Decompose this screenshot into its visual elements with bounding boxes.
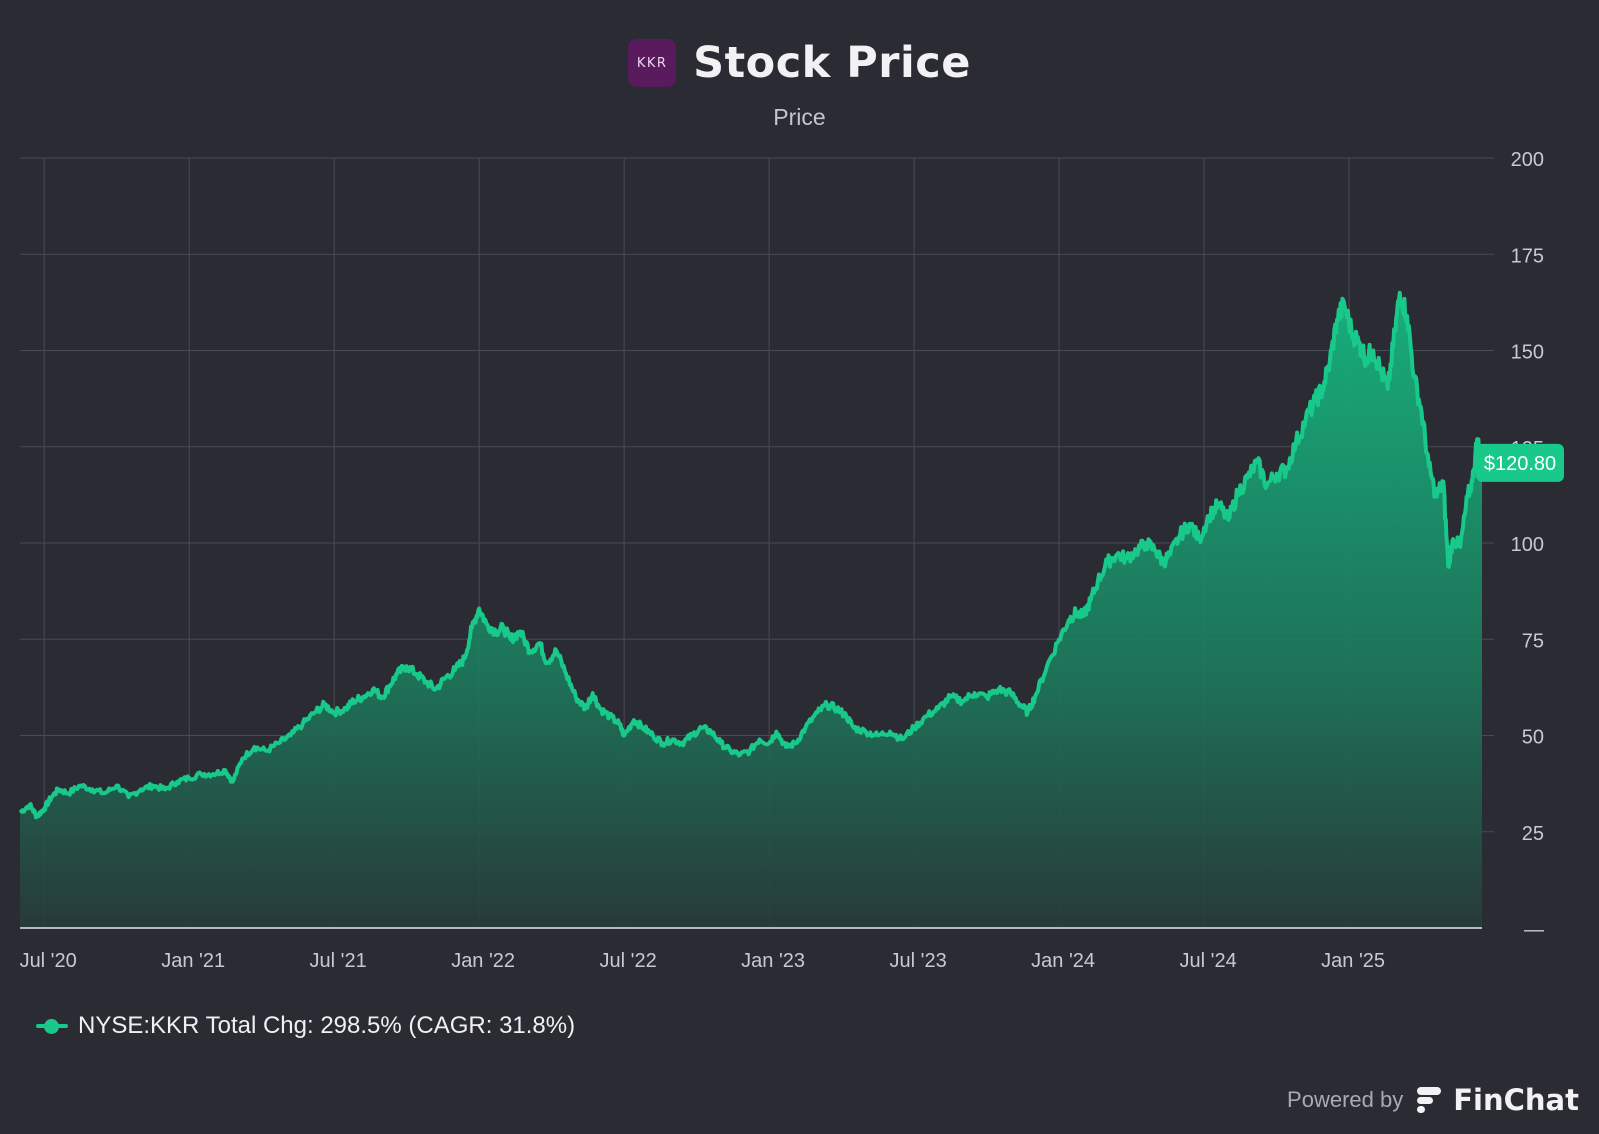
x-tick-label: Jan '24 bbox=[1031, 950, 1095, 972]
y-tick-label: 200 bbox=[1511, 149, 1544, 171]
footer-branding[interactable]: Powered by FinChat bbox=[1287, 1083, 1579, 1117]
y-tick-label: 175 bbox=[1511, 245, 1544, 267]
price-line bbox=[18, 290, 1484, 820]
x-tick-label: Jan '21 bbox=[161, 950, 225, 972]
x-tick-label: Jul '24 bbox=[1180, 950, 1237, 972]
chart-title: Stock Price bbox=[693, 38, 971, 88]
last-value-badge-group: $120.80 bbox=[1476, 443, 1564, 482]
company-logo-text: KKR bbox=[636, 55, 668, 71]
legend-swatch-icon bbox=[36, 1019, 68, 1034]
y-tick-label: 50 bbox=[1522, 727, 1544, 749]
powered-by-text: Powered by bbox=[1287, 1087, 1404, 1112]
company-logo: KKR bbox=[628, 39, 677, 87]
price-area-fill bbox=[20, 292, 1482, 928]
area-layer bbox=[18, 290, 1484, 928]
y-tick-label: 25 bbox=[1522, 823, 1544, 845]
x-tick-label: Jul '22 bbox=[600, 950, 657, 972]
chart-subtitle: Price bbox=[773, 104, 826, 130]
title-row: KKR Stock Price bbox=[0, 38, 1599, 88]
y-tick-label: 100 bbox=[1511, 534, 1544, 556]
finchat-logo-icon bbox=[1417, 1087, 1442, 1113]
x-tick-label: Jul '21 bbox=[310, 950, 367, 972]
x-tick-label: Jan '25 bbox=[1321, 950, 1385, 972]
last-value-label: $120.80 bbox=[1484, 453, 1556, 475]
x-tick-label: Jul '20 bbox=[20, 950, 77, 972]
last-value-badge bbox=[1476, 443, 1564, 482]
finchat-brand-name: FinChat bbox=[1453, 1083, 1579, 1117]
x-tick-label: Jan '23 bbox=[741, 950, 805, 972]
y-tick-label: 150 bbox=[1511, 342, 1544, 364]
y-tick-label: 75 bbox=[1522, 630, 1544, 652]
x-tick-label: Jan '22 bbox=[451, 950, 515, 972]
legend-text: NYSE:KKR Total Chg: 298.5% (CAGR: 31.8%) bbox=[78, 1012, 576, 1039]
x-tick-label: Jul '23 bbox=[890, 950, 947, 972]
chart-header: KKR Stock Price Price bbox=[0, 0, 1599, 140]
y-tick-label: — bbox=[1524, 919, 1544, 941]
legend[interactable]: NYSE:KKR Total Chg: 298.5% (CAGR: 31.8%) bbox=[36, 1012, 575, 1040]
